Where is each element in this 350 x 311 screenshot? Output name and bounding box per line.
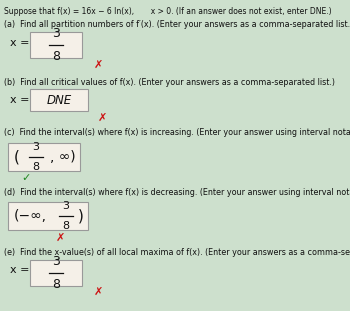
Text: (b)  Find all critical values of f(x). (Enter your answers as a comma-separated : (b) Find all critical values of f(x). (E… [4, 78, 335, 87]
Text: (c)  Find the interval(s) where f(x) is increasing. (Enter your answer using int: (c) Find the interval(s) where f(x) is i… [4, 128, 350, 137]
Text: (d)  Find the interval(s) where f(x) is decreasing. (Enter your answer using int: (d) Find the interval(s) where f(x) is d… [4, 188, 350, 197]
Text: ): ) [78, 208, 84, 224]
Text: x =: x = [10, 95, 29, 105]
Text: 3: 3 [52, 255, 60, 268]
Text: ✗: ✗ [97, 113, 107, 123]
Text: Suppose that f(x) = 16x − 6 ln(x),       x > 0. (If an answer does not exist, en: Suppose that f(x) = 16x − 6 ln(x), x > 0… [4, 7, 332, 16]
FancyBboxPatch shape [30, 260, 82, 286]
Text: , ∞): , ∞) [50, 150, 76, 164]
Text: ✗: ✗ [55, 233, 65, 243]
Text: 8: 8 [62, 221, 70, 231]
Text: 3: 3 [63, 201, 70, 211]
Text: DNE: DNE [47, 94, 71, 106]
Text: 3: 3 [33, 142, 40, 152]
FancyBboxPatch shape [30, 32, 82, 58]
Text: (−∞,: (−∞, [14, 209, 47, 223]
FancyBboxPatch shape [8, 202, 88, 230]
Text: 8: 8 [52, 278, 60, 291]
Text: x =: x = [10, 38, 29, 48]
Text: x =: x = [10, 265, 29, 275]
Text: 3: 3 [52, 27, 60, 40]
FancyBboxPatch shape [30, 89, 88, 111]
Text: ✗: ✗ [93, 60, 103, 70]
Text: 8: 8 [33, 162, 40, 172]
Text: 8: 8 [52, 50, 60, 63]
Text: (a)  Find all partition numbers of f′(x). (Enter your answers as a comma-separat: (a) Find all partition numbers of f′(x).… [4, 20, 350, 29]
FancyBboxPatch shape [8, 143, 80, 171]
Text: (e)  Find the x-value(s) of all local maxima of f(x). (Enter your answers as a c: (e) Find the x-value(s) of all local max… [4, 248, 350, 257]
Text: ✓: ✓ [21, 173, 31, 183]
Text: (: ( [14, 150, 20, 165]
Text: ✗: ✗ [93, 287, 103, 297]
